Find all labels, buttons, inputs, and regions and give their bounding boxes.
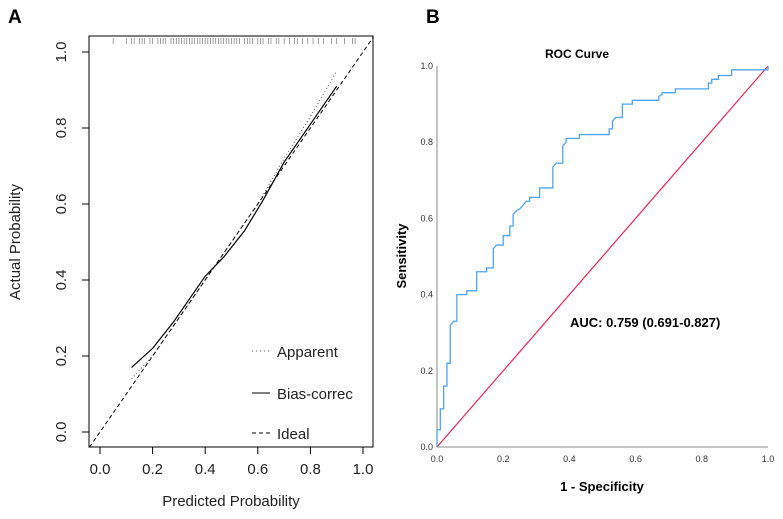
panel-a-label: A (8, 7, 22, 28)
y-tick-label: 0.0 (420, 442, 433, 452)
reference-line (436, 65, 769, 448)
panel-a-x-label: Predicted Probability (162, 493, 300, 510)
roc-curve (436, 66, 769, 447)
y-tick-label: 0.6 (420, 213, 433, 223)
legend-ideal: Ideal (277, 426, 310, 443)
x-tick-label: 0.8 (300, 461, 321, 478)
y-tick-label: 0.2 (420, 366, 433, 376)
panel-a: A 0.0 0.2 0.4 0.6 0.8 1.0 0.0 0.2 0.4 0.6 0.8 1.0 P… (7, 7, 374, 510)
x-tick-label: 0.6 (247, 461, 268, 478)
rug-ticks (112, 38, 356, 44)
legend: Apparent Bias-correc Ideal (252, 344, 353, 443)
x-tick-label: 1.0 (762, 454, 775, 464)
y-tick-label: 0.8 (420, 137, 433, 147)
y-tick-label: 0.8 (53, 118, 70, 139)
panel-b-label: B (426, 7, 440, 28)
panel-b-y-label: Sensitivity (394, 223, 409, 289)
x-tick-label: 0.8 (696, 454, 709, 464)
y-tick-label: 0.0 (53, 422, 70, 443)
x-tick-label: 0.0 (90, 461, 111, 478)
legend-bias-corrected: Bias-correc (277, 386, 353, 403)
x-tick-label: 0.4 (195, 461, 216, 478)
panel-b: B ROC Curve 0.0 0.2 0.4 0.6 0.8 1.0 0.0 0.2 0.4 0… (394, 7, 774, 494)
panel-a-plot-box (88, 35, 374, 448)
y-tick-label: 0.6 (53, 194, 70, 215)
y-tick-label: 1.0 (53, 42, 70, 63)
x-tick-label: 0.4 (563, 454, 576, 464)
panel-a-y-label: Actual Probability (7, 184, 24, 300)
x-tick-label: 0.6 (629, 454, 642, 464)
legend-apparent: Apparent (277, 344, 339, 361)
y-tick-label: 0.2 (53, 346, 70, 367)
y-tick-label: 1.0 (420, 61, 433, 71)
series-bias-correc (131, 85, 338, 368)
x-tick-label: 1.0 (353, 461, 374, 478)
series-apparent (131, 70, 338, 380)
y-tick-label: 0.4 (53, 270, 70, 291)
x-tick-label: 0.2 (497, 454, 510, 464)
series-ideal (89, 36, 374, 448)
panel-b-title: ROC Curve (545, 47, 609, 61)
auc-annotation: AUC: 0.759 (0.691-0.827) (570, 315, 720, 330)
x-tick-label: 0.2 (142, 461, 163, 478)
y-tick-label: 0.4 (420, 290, 433, 300)
panel-b-x-label: 1 - Specificity (560, 479, 645, 494)
x-tick-label: 0.0 (431, 454, 444, 464)
